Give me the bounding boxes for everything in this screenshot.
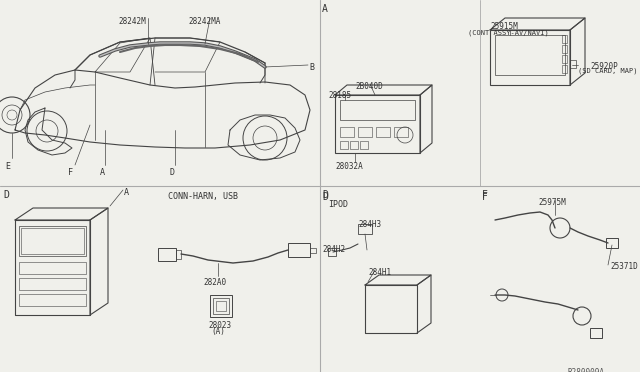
Text: F: F — [68, 168, 73, 177]
Bar — [21, 228, 84, 254]
Text: D: D — [170, 168, 175, 177]
Bar — [358, 224, 372, 234]
Text: (A): (A) — [211, 327, 225, 336]
Text: 25915M: 25915M — [490, 22, 518, 31]
Bar — [358, 127, 372, 137]
Text: R280009A: R280009A — [568, 368, 605, 372]
Bar — [19, 262, 86, 274]
Bar — [288, 243, 310, 257]
Bar — [606, 238, 618, 248]
Bar — [328, 248, 336, 256]
Bar — [19, 278, 86, 290]
Bar — [213, 298, 229, 314]
Bar — [19, 226, 86, 256]
Text: E: E — [5, 162, 10, 171]
Bar — [19, 294, 86, 306]
Bar — [340, 100, 415, 120]
Bar — [210, 295, 232, 317]
Text: 25371D: 25371D — [610, 262, 637, 271]
Text: A: A — [124, 188, 129, 197]
Bar — [394, 127, 408, 137]
Bar — [562, 65, 567, 73]
Text: D: D — [322, 190, 328, 200]
Bar — [562, 55, 567, 63]
Text: 28242M: 28242M — [118, 17, 146, 26]
Text: F: F — [482, 192, 488, 202]
Bar — [570, 60, 576, 68]
Text: 284H1: 284H1 — [368, 268, 391, 277]
Text: 28032A: 28032A — [335, 162, 363, 171]
Text: CONN-HARN, USB: CONN-HARN, USB — [168, 192, 238, 201]
Bar — [176, 250, 181, 259]
Text: IPOD: IPOD — [328, 200, 348, 209]
Text: F: F — [482, 190, 488, 200]
Text: D: D — [322, 192, 328, 202]
Bar — [350, 141, 358, 149]
Text: 284H2: 284H2 — [322, 245, 345, 254]
Bar — [310, 248, 316, 253]
Text: 284H3: 284H3 — [358, 220, 381, 229]
Text: (CONT ASSY-AV/NAVI): (CONT ASSY-AV/NAVI) — [468, 29, 548, 35]
Text: 25920P: 25920P — [590, 62, 618, 71]
Bar — [340, 141, 348, 149]
Bar — [158, 248, 176, 261]
Bar — [495, 35, 565, 75]
Bar — [340, 127, 354, 137]
Text: 28242MA: 28242MA — [188, 17, 220, 26]
Text: B: B — [309, 63, 314, 72]
Bar — [335, 95, 420, 153]
Text: D: D — [3, 190, 9, 200]
Bar — [216, 301, 226, 311]
Text: (SD CARD, MAP): (SD CARD, MAP) — [578, 68, 637, 74]
Text: 25975M: 25975M — [538, 198, 566, 207]
Bar — [360, 141, 368, 149]
Text: 2B040D: 2B040D — [355, 82, 383, 91]
Bar — [562, 35, 567, 43]
Bar — [490, 30, 570, 85]
Text: 28023: 28023 — [208, 321, 231, 330]
Bar — [376, 127, 390, 137]
Bar — [562, 45, 567, 53]
Text: A: A — [322, 4, 328, 14]
Bar — [590, 328, 602, 338]
Text: 282A0: 282A0 — [203, 278, 226, 287]
Text: A: A — [100, 168, 105, 177]
Text: 28185: 28185 — [328, 91, 351, 100]
